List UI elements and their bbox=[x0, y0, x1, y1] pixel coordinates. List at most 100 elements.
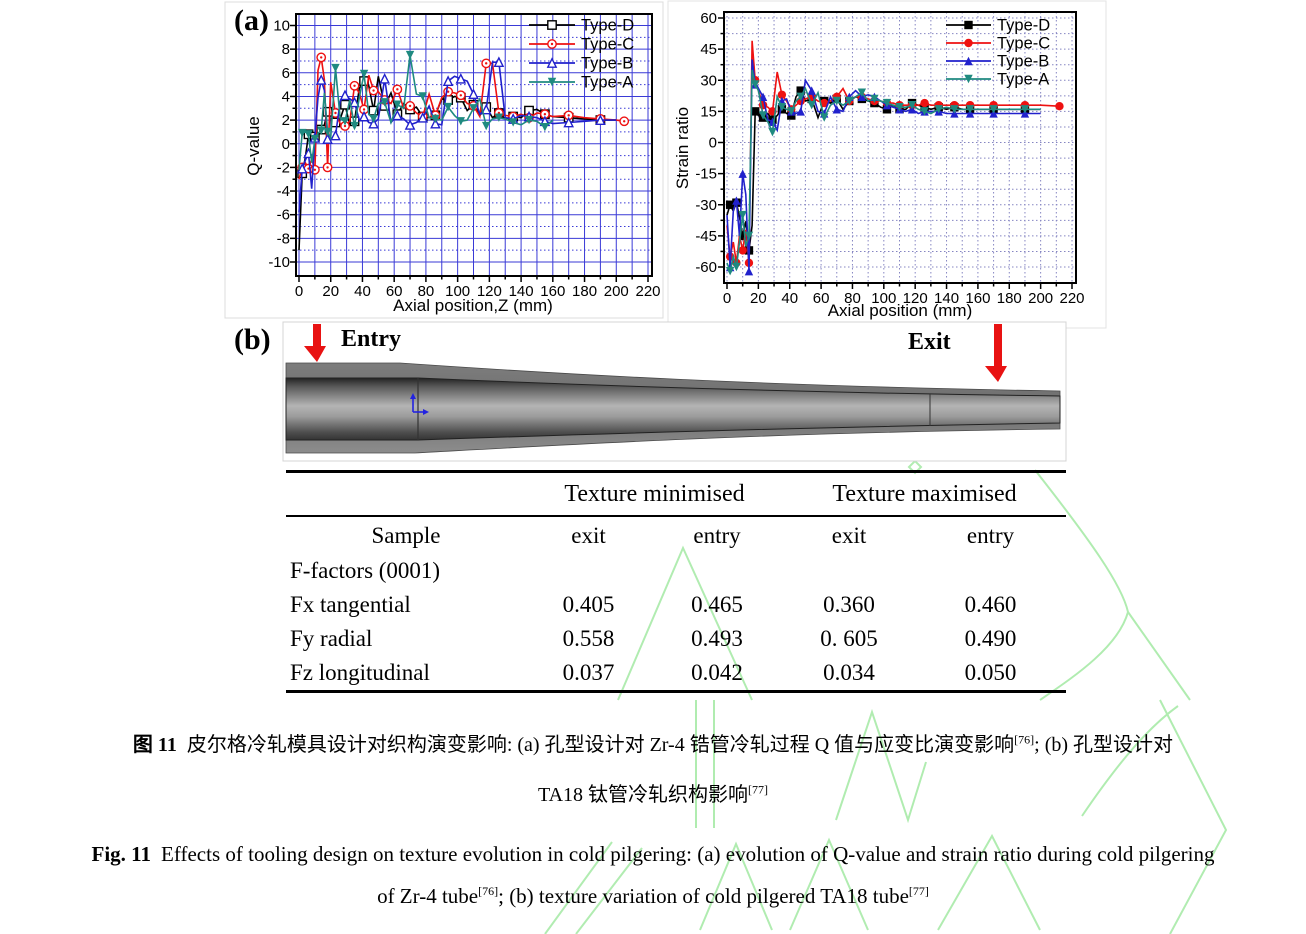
caption-zh-line2: TA18 钛管冷轧织构影响[77] bbox=[0, 778, 1306, 807]
entry-arrow bbox=[304, 324, 326, 362]
svg-text:0: 0 bbox=[295, 283, 303, 300]
col-header-exit-max: exit bbox=[831, 522, 867, 548]
panel-b-label: (b) bbox=[234, 323, 271, 356]
caption-en-ref-77: [77] bbox=[908, 884, 929, 898]
legend-label: Type-C bbox=[997, 35, 1050, 53]
legend-label: Type-B bbox=[997, 53, 1049, 71]
svg-text:-15: -15 bbox=[695, 166, 717, 183]
caption-zh-tail: ; (b) 孔型设计对 bbox=[1034, 734, 1174, 756]
table-row: F-factors (0001) bbox=[286, 554, 1066, 588]
y-axis-title: Strain ratio bbox=[673, 107, 692, 189]
row-label: Fz longitudinal bbox=[290, 660, 430, 685]
tube-axis-marker bbox=[410, 393, 429, 415]
legend-label: Type-B bbox=[581, 55, 633, 73]
table-cell: 0. 605 bbox=[820, 626, 878, 651]
svg-text:180: 180 bbox=[572, 283, 597, 300]
caption-zh-ref-76: [76] bbox=[1014, 732, 1035, 747]
svg-text:180: 180 bbox=[997, 290, 1022, 307]
svg-text:8: 8 bbox=[282, 41, 290, 58]
entry-label: Entry bbox=[341, 326, 401, 352]
svg-text:140: 140 bbox=[509, 283, 534, 300]
left-chart-image-frame bbox=[224, 1, 664, 319]
table-cell bbox=[915, 554, 1066, 588]
caption-en-text-2a: of Zr-4 tube bbox=[377, 884, 479, 908]
svg-text:160: 160 bbox=[965, 290, 990, 307]
exit-arrow bbox=[985, 324, 1007, 382]
table-row: Fy radial 0.558 0.493 0. 605 0.490 bbox=[286, 622, 1066, 656]
group-header-minimised: Texture minimised bbox=[526, 471, 783, 517]
svg-text:60: 60 bbox=[386, 283, 403, 300]
x-axis-title: Axial position,Z (mm) bbox=[393, 296, 553, 315]
svg-text:80: 80 bbox=[844, 290, 861, 307]
table-cell: 0.034 bbox=[823, 660, 875, 685]
svg-text:140: 140 bbox=[934, 290, 959, 307]
row-label: Fx tangential bbox=[290, 592, 411, 617]
table-cell: 0.037 bbox=[562, 660, 615, 685]
svg-text:-8: -8 bbox=[277, 230, 290, 247]
caption-zh-line1: 图 11 皮尔格冷轧模具设计对织构演变影响: (a) 孔型设计对 Zr-4 锆管冷… bbox=[0, 728, 1306, 757]
legend-label: Type-D bbox=[997, 17, 1050, 35]
table-cell: 0.050 bbox=[964, 660, 1017, 685]
right-chart-image-frame bbox=[667, 0, 1107, 329]
tube-inner-body bbox=[285, 377, 1061, 441]
caption-zh-figure-label: 图 11 bbox=[132, 734, 177, 756]
svg-text:220: 220 bbox=[635, 283, 660, 300]
svg-text:-10: -10 bbox=[268, 254, 290, 271]
panel-a-label: (a) bbox=[234, 4, 269, 37]
col-header-exit-min: exit bbox=[571, 522, 606, 548]
svg-text:0: 0 bbox=[723, 290, 731, 307]
caption-zh-ref-77: [77] bbox=[748, 782, 769, 797]
table-body: F-factors (0001) Fx tangential 0.405 0.465 0… bbox=[286, 554, 1066, 692]
table-cell bbox=[783, 554, 915, 588]
q-value-chart: 0 20 40 60 80 100 120 140 160 180 200 220-10-8-6-4-… bbox=[244, 13, 661, 315]
x-axis-title: Axial position (mm) bbox=[828, 301, 973, 320]
caption-en-text: Effects of tooling design on texture evo… bbox=[161, 842, 1215, 866]
svg-text:10: 10 bbox=[273, 18, 290, 35]
table-column-header-row: Sample exit entry exit entry bbox=[286, 516, 1066, 554]
svg-text:200: 200 bbox=[604, 283, 629, 300]
legend-label: Type-A bbox=[581, 74, 633, 92]
table-cell: 0.558 bbox=[562, 626, 615, 651]
svg-text:100: 100 bbox=[445, 283, 470, 300]
table-cell: 0.460 bbox=[964, 592, 1017, 617]
table-cell: 0.490 bbox=[964, 626, 1017, 651]
svg-text:15: 15 bbox=[700, 103, 717, 120]
table-cell: 0.465 bbox=[691, 592, 743, 617]
table-cell: 0.493 bbox=[691, 626, 743, 651]
col-header-entry-min: entry bbox=[693, 522, 741, 548]
y-axis-title: Q-value bbox=[244, 116, 263, 176]
legend-label: Type-C bbox=[581, 36, 634, 54]
svg-text:40: 40 bbox=[354, 283, 371, 300]
svg-text:120: 120 bbox=[903, 290, 928, 307]
svg-text:6: 6 bbox=[282, 65, 290, 82]
svg-text:20: 20 bbox=[750, 290, 767, 307]
caption-en-line2: of Zr-4 tube[76]; (b) texture variation … bbox=[0, 884, 1306, 909]
svg-text:220: 220 bbox=[1059, 290, 1084, 307]
svg-text:-6: -6 bbox=[277, 207, 290, 224]
svg-text:20: 20 bbox=[322, 283, 339, 300]
table-cell bbox=[526, 554, 651, 588]
svg-text:-60: -60 bbox=[695, 259, 717, 276]
caption-en-text-2b: ; (b) texture variation of cold pilgered… bbox=[498, 884, 909, 908]
row-label: F-factors (0001) bbox=[290, 558, 441, 583]
table-row: Fz longitudinal 0.037 0.042 0.034 0.050 bbox=[286, 656, 1066, 692]
svg-text:80: 80 bbox=[418, 283, 435, 300]
svg-text:100: 100 bbox=[871, 290, 896, 307]
col-header-entry-max: entry bbox=[966, 522, 1015, 548]
svg-text:-4: -4 bbox=[277, 183, 290, 200]
caption-zh-text: 皮尔格冷轧模具设计对织构演变影响: (a) 孔型设计对 Zr-4 锆管冷轧过程 … bbox=[186, 734, 1015, 756]
svg-text:60: 60 bbox=[813, 290, 830, 307]
caption-zh-text-2: TA18 钛管冷轧织构影响 bbox=[537, 784, 749, 806]
svg-text:200: 200 bbox=[1028, 290, 1053, 307]
legend-label: Type-D bbox=[581, 17, 634, 35]
exit-label: Exit bbox=[908, 329, 951, 355]
caption-en-line1: Fig. 11 Effects of tooling design on text… bbox=[0, 842, 1306, 867]
svg-text:60: 60 bbox=[700, 10, 717, 27]
svg-text:40: 40 bbox=[781, 290, 798, 307]
tube-graphic bbox=[285, 362, 1061, 454]
f-factors-table: Texture minimised Texture maximised Samp… bbox=[286, 470, 1066, 693]
caption-en-figure-label: Fig. 11 bbox=[91, 842, 152, 866]
